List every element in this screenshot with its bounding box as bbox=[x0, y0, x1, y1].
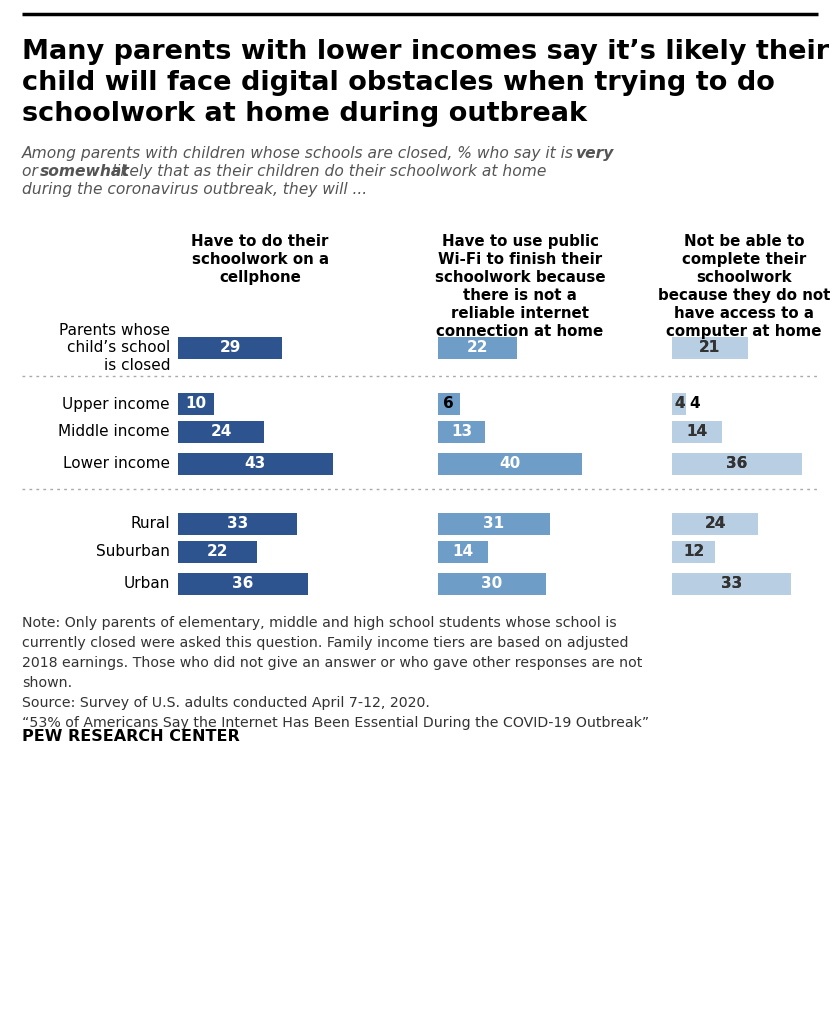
Bar bbox=[672, 337, 748, 359]
Bar bbox=[672, 573, 790, 595]
Bar bbox=[178, 541, 257, 563]
Text: 29: 29 bbox=[219, 341, 241, 355]
Text: 13: 13 bbox=[451, 425, 472, 439]
Text: 24: 24 bbox=[705, 516, 726, 531]
Text: 40: 40 bbox=[499, 457, 521, 471]
Text: Not be able to
complete their
schoolwork
because they do not
have access to a
co: Not be able to complete their schoolwork… bbox=[658, 234, 830, 339]
Text: 10: 10 bbox=[186, 396, 207, 412]
Text: 14: 14 bbox=[686, 425, 708, 439]
Text: 33: 33 bbox=[227, 516, 248, 531]
Text: Upper income: Upper income bbox=[62, 396, 170, 412]
Text: 36: 36 bbox=[726, 457, 748, 471]
Text: 21: 21 bbox=[699, 341, 721, 355]
Text: Among parents with children whose schools are closed, % who say it is: Among parents with children whose school… bbox=[22, 146, 579, 161]
Text: or: or bbox=[22, 164, 43, 179]
Text: 36: 36 bbox=[726, 457, 748, 471]
Text: 21: 21 bbox=[699, 341, 721, 355]
Bar bbox=[178, 337, 282, 359]
Text: 4: 4 bbox=[690, 396, 700, 412]
Bar bbox=[178, 513, 297, 535]
Text: 6: 6 bbox=[444, 396, 454, 412]
Bar bbox=[672, 513, 759, 535]
Text: Middle income: Middle income bbox=[58, 425, 170, 439]
Bar bbox=[438, 337, 517, 359]
Text: 33: 33 bbox=[721, 577, 742, 592]
Bar bbox=[672, 541, 715, 563]
Bar bbox=[178, 393, 214, 415]
Text: Many parents with lower incomes say it’s likely their
child will face digital ob: Many parents with lower incomes say it’s… bbox=[22, 39, 829, 127]
Bar bbox=[438, 453, 582, 475]
Text: 43: 43 bbox=[244, 457, 266, 471]
Text: likely that as their children do their schoolwork at home: likely that as their children do their s… bbox=[107, 164, 546, 179]
Text: Parents whose
child’s school
is closed: Parents whose child’s school is closed bbox=[59, 324, 170, 373]
Text: 14: 14 bbox=[453, 545, 474, 559]
Bar bbox=[438, 513, 549, 535]
Bar bbox=[672, 453, 801, 475]
Text: during the coronavirus outbreak, they will ...: during the coronavirus outbreak, they wi… bbox=[22, 182, 367, 197]
Text: Have to use public
Wi-Fi to finish their
schoolwork because
there is not a
relia: Have to use public Wi-Fi to finish their… bbox=[434, 234, 606, 339]
Text: 12: 12 bbox=[683, 545, 704, 559]
Bar bbox=[438, 541, 488, 563]
Bar bbox=[672, 421, 722, 443]
Text: PEW RESEARCH CENTER: PEW RESEARCH CENTER bbox=[22, 729, 239, 744]
Bar bbox=[438, 573, 546, 595]
Text: Suburban: Suburban bbox=[96, 545, 170, 559]
Text: 30: 30 bbox=[481, 577, 502, 592]
Text: 4: 4 bbox=[674, 396, 685, 412]
Text: somewhat: somewhat bbox=[40, 164, 129, 179]
Text: 24: 24 bbox=[211, 425, 232, 439]
Bar bbox=[178, 421, 265, 443]
Text: 22: 22 bbox=[207, 545, 228, 559]
Bar bbox=[672, 393, 686, 415]
Text: very: very bbox=[575, 146, 613, 161]
Bar bbox=[438, 421, 485, 443]
Text: Rural: Rural bbox=[130, 516, 170, 531]
Text: Note: Only parents of elementary, middle and high school students whose school i: Note: Only parents of elementary, middle… bbox=[22, 616, 649, 730]
Text: 4: 4 bbox=[674, 396, 685, 412]
Text: 12: 12 bbox=[683, 545, 704, 559]
Text: 31: 31 bbox=[483, 516, 504, 531]
Bar bbox=[178, 453, 333, 475]
Text: 33: 33 bbox=[721, 577, 742, 592]
Bar bbox=[438, 393, 459, 415]
Text: Have to do their
schoolwork on a
cellphone: Have to do their schoolwork on a cellpho… bbox=[192, 234, 328, 285]
Text: Urban: Urban bbox=[123, 577, 170, 592]
Text: 36: 36 bbox=[232, 577, 254, 592]
Text: 14: 14 bbox=[686, 425, 708, 439]
Text: 24: 24 bbox=[705, 516, 726, 531]
Bar bbox=[178, 573, 307, 595]
Text: Lower income: Lower income bbox=[63, 457, 170, 471]
Text: 22: 22 bbox=[467, 341, 488, 355]
